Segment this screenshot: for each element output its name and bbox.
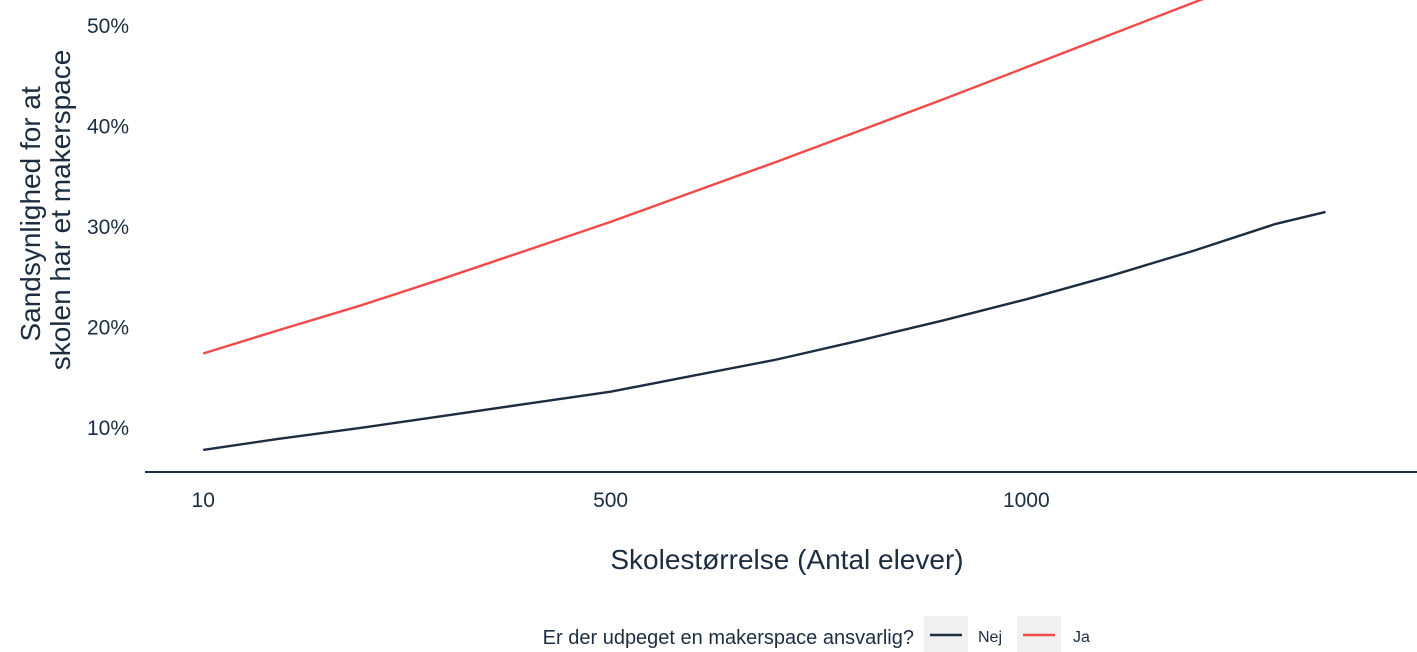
y-tick-label: 20% bbox=[87, 316, 129, 339]
legend-label-ja: Ja bbox=[1073, 629, 1090, 646]
x-axis-ticks: 10 500 1000 bbox=[192, 489, 1050, 512]
legend-label-nej: Nej bbox=[978, 629, 1002, 646]
y-tick-label: 10% bbox=[87, 417, 129, 440]
y-tick-label: 30% bbox=[87, 216, 129, 239]
y-axis-title: Sandsynlighed for at skolen har et maker… bbox=[15, 50, 76, 371]
y-axis-title-line-2: skolen har et makerspace bbox=[45, 50, 76, 371]
x-tick-label: 500 bbox=[593, 489, 628, 512]
plot-lines bbox=[202, 0, 1326, 452]
x-axis-title: Skolestørrelse (Antal elever) bbox=[610, 544, 963, 575]
legend-item-nej: Nej bbox=[924, 616, 1002, 652]
legend-item-ja: Ja bbox=[1017, 616, 1090, 652]
x-tick-label: 10 bbox=[192, 489, 215, 512]
legend-title: Er der udpeget en makerspace ansvarlig? bbox=[543, 627, 914, 649]
y-tick-label: 40% bbox=[87, 116, 129, 139]
y-axis-ticks: 10% 20% 30% 40% 50% bbox=[87, 15, 129, 440]
series-line-ja bbox=[202, 0, 1204, 355]
legend: Er der udpeget en makerspace ansvarlig? … bbox=[543, 616, 1090, 652]
series-line-nej bbox=[203, 210, 1326, 452]
y-axis-title-line-1: Sandsynlighed for at bbox=[15, 86, 46, 342]
x-tick-label: 1000 bbox=[1003, 489, 1050, 512]
y-tick-label: 50% bbox=[87, 15, 129, 38]
